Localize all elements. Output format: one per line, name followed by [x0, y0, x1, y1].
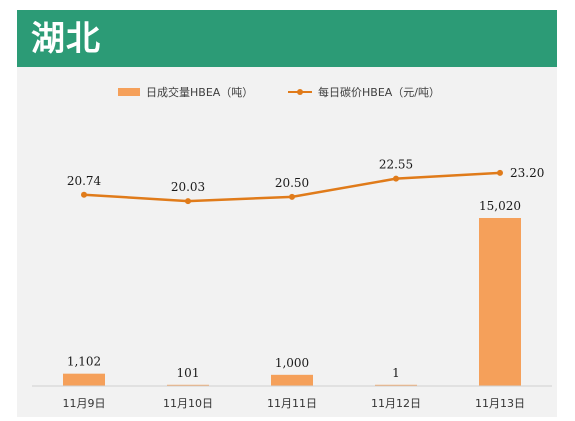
header-bar: 湖北: [17, 10, 557, 67]
price-point-2: [185, 198, 191, 205]
chart-panel: [17, 67, 557, 417]
price-point-1: [81, 191, 87, 198]
bar-value-label: 1: [392, 366, 400, 380]
price-point-3: [289, 193, 295, 200]
legend-swatch-price-marker: [297, 89, 303, 95]
price-value-label: 20.50: [275, 176, 309, 190]
price-value-label: 20.74: [67, 174, 102, 188]
bar-4: [375, 384, 417, 386]
bar-value-label: 101: [177, 366, 200, 380]
price-value-label: 22.55: [379, 158, 413, 172]
legend-label-volume: 日成交量HBEA（吨）: [146, 85, 253, 99]
bar-1: [63, 373, 105, 386]
bar-value-label: 15,020: [479, 199, 521, 213]
x-tick-label: 11月12日: [371, 397, 421, 410]
x-tick-label: 11月9日: [63, 397, 106, 410]
bar-3: [271, 374, 313, 386]
legend-swatch-volume: [118, 88, 140, 96]
price-point-4: [393, 175, 399, 182]
legend: 日成交量HBEA（吨） 每日碳价HBEA（元/吨）: [118, 85, 440, 99]
bar-value-label: 1,102: [67, 355, 101, 369]
x-tick-label: 11月13日: [475, 397, 525, 410]
legend-label-price: 每日碳价HBEA（元/吨）: [318, 85, 440, 99]
page-title: 湖北: [31, 19, 101, 59]
x-tick-label: 11月10日: [163, 397, 213, 410]
price-value-label: 23.20: [510, 166, 544, 180]
price-point-5: [497, 169, 503, 176]
bar-value-label: 1,000: [275, 356, 309, 370]
x-tick-label: 11月11日: [267, 397, 317, 410]
bar-5: [479, 218, 521, 386]
price-value-label: 20.03: [171, 180, 205, 194]
bar-2: [167, 384, 209, 386]
